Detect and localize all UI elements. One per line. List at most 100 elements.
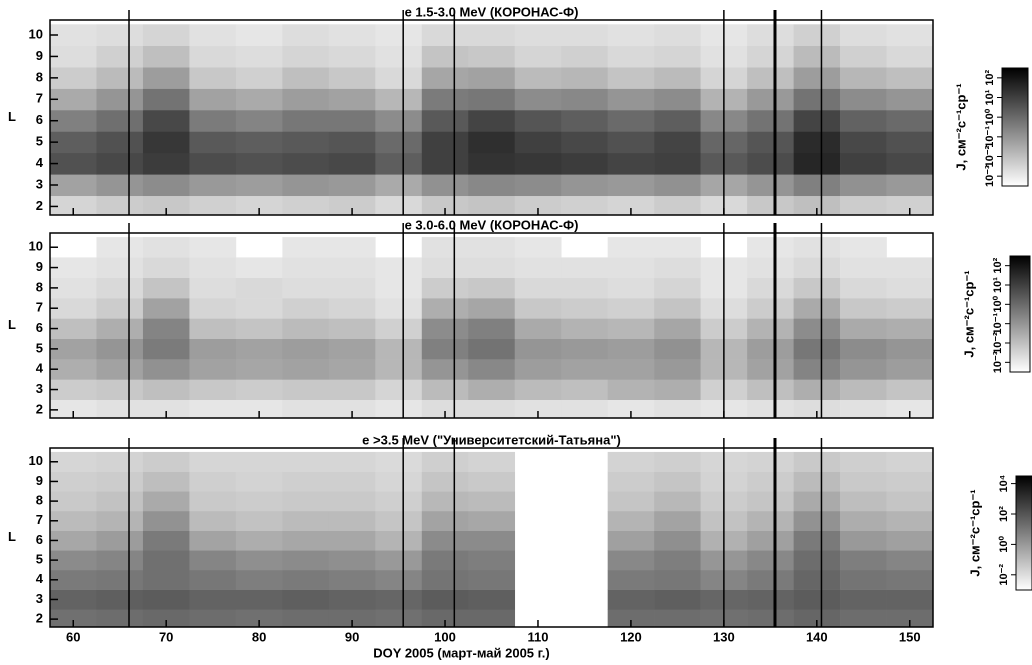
cell [96, 298, 144, 319]
cell [142, 237, 190, 258]
cell [607, 589, 655, 610]
cell [189, 67, 237, 89]
cell [468, 237, 516, 258]
cell [654, 589, 701, 610]
cell [793, 491, 841, 512]
cell [514, 379, 562, 401]
y-tick-label: 5 [36, 340, 43, 355]
plot-frame [49, 232, 934, 419]
cell [282, 131, 330, 154]
cell [886, 359, 933, 380]
cell [514, 298, 562, 319]
cell [282, 569, 330, 590]
cell [793, 24, 841, 47]
cell [282, 67, 330, 89]
x-tick-label: 100 [434, 629, 456, 644]
cell [96, 451, 144, 472]
cell [235, 88, 283, 111]
cell [50, 491, 97, 512]
cell [514, 237, 562, 258]
cell [96, 609, 144, 627]
cell [421, 510, 469, 531]
cell [328, 131, 376, 154]
y-tick-label: 6 [36, 320, 43, 335]
cell [189, 298, 237, 319]
cell [50, 298, 97, 319]
cell [142, 277, 190, 299]
cell [142, 195, 190, 215]
cell [189, 399, 237, 418]
cell [375, 530, 423, 551]
y-tick-label: 7 [36, 512, 43, 527]
cell [886, 298, 933, 319]
y-axis-label: L [8, 109, 16, 124]
cell [886, 88, 933, 111]
cell [96, 338, 144, 360]
cell [421, 24, 469, 47]
cell [793, 569, 841, 590]
cell [886, 338, 933, 360]
cell [375, 174, 423, 197]
y-tick-label: 2 [36, 198, 43, 213]
cell [840, 131, 887, 154]
cell [886, 277, 933, 299]
cell [886, 530, 933, 551]
cell [328, 510, 376, 531]
cell [50, 589, 97, 610]
cell [50, 609, 97, 627]
colorbar-tick-label: 10⁰ [984, 108, 996, 125]
cell [468, 338, 516, 360]
cell [840, 399, 887, 418]
cell [142, 569, 190, 590]
y-tick-label: 6 [36, 112, 43, 127]
cell [142, 318, 190, 340]
cell [282, 152, 330, 175]
cell [421, 67, 469, 89]
cell [189, 24, 237, 47]
cell [328, 67, 376, 89]
cell [189, 379, 237, 401]
cell [561, 67, 608, 89]
cell [328, 530, 376, 551]
cell [607, 174, 655, 197]
cell [96, 359, 144, 380]
cell [142, 174, 190, 197]
cell [793, 298, 841, 319]
plot-frame [49, 19, 934, 216]
x-tick-label: 110 [527, 629, 548, 644]
cell [654, 195, 701, 215]
heatmap [50, 24, 933, 215]
cell [142, 257, 190, 279]
cell [96, 589, 144, 610]
cell [886, 152, 933, 175]
cell [747, 399, 794, 418]
cell [607, 298, 655, 319]
cell [561, 379, 608, 401]
cell [840, 569, 887, 590]
y-tick-label: 6 [36, 532, 43, 547]
colorbar-tick-label: 10⁻¹ [992, 312, 1004, 334]
cell [793, 237, 841, 258]
cell [421, 277, 469, 299]
cell [747, 174, 794, 197]
cell [886, 195, 933, 215]
y-tick-label: 9 [36, 48, 43, 63]
cell [607, 45, 655, 68]
cell [607, 67, 655, 89]
cell [282, 318, 330, 340]
cell [421, 237, 469, 258]
cell [514, 174, 562, 197]
cell [654, 174, 701, 197]
cell [468, 530, 516, 551]
cell [50, 359, 97, 380]
cell [793, 530, 841, 551]
colorbar-tick-label: 10⁻³ [984, 165, 996, 187]
cell [189, 152, 237, 175]
cell [468, 589, 516, 610]
colorbar-label: J, см⁻²c⁻¹cp⁻¹ [953, 83, 968, 170]
cell [328, 338, 376, 360]
cell [468, 67, 516, 89]
cell [282, 379, 330, 401]
cell [282, 510, 330, 531]
cell [282, 451, 330, 472]
